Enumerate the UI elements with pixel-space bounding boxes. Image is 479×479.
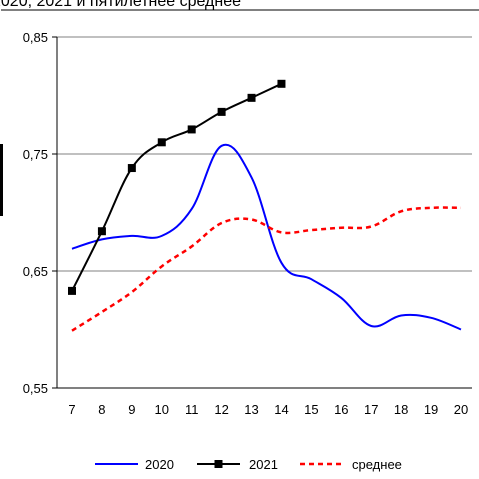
data-point-marker xyxy=(97,227,106,236)
legend-marker xyxy=(214,460,223,468)
legend-label-2021: 2021 xyxy=(249,457,278,472)
left-edge-bar xyxy=(0,144,3,216)
data-point-marker xyxy=(127,164,136,173)
x-tick-label: 9 xyxy=(128,402,135,417)
legend-label-2020: 2020 xyxy=(145,457,174,472)
series-line-2020 xyxy=(71,143,462,331)
x-tick-label: 11 xyxy=(185,402,199,417)
x-tick-label: 20 xyxy=(454,402,468,417)
y-tick-label: 0,55 xyxy=(23,381,48,396)
x-tick-label: 8 xyxy=(98,402,105,417)
data-point-marker xyxy=(187,125,196,134)
y-tick-label: 0,65 xyxy=(23,264,48,279)
legend-label-среднее: среднее xyxy=(352,457,402,472)
x-tick-label: 17 xyxy=(364,402,378,417)
x-tick-label: 19 xyxy=(424,402,438,417)
axes: 0,85 0,75 0,65 0,55 7 8 9 10 11 12 13 14 15 16 17 18 19 2… xyxy=(23,30,472,417)
x-tick-label: 15 xyxy=(304,402,318,417)
data-point-marker xyxy=(247,93,256,102)
data-point-marker xyxy=(277,79,286,88)
x-tick-label: 18 xyxy=(394,402,408,417)
series-line-2021 xyxy=(71,82,282,292)
data-point-marker xyxy=(157,138,166,147)
y-tick-label: 0,85 xyxy=(23,30,48,45)
series-line-среднее xyxy=(71,206,462,332)
x-tick-label: 12 xyxy=(214,402,228,417)
data-point-marker xyxy=(68,286,76,295)
x-tick-label: 16 xyxy=(334,402,348,417)
x-tick-label: 10 xyxy=(155,402,169,417)
data-point-marker xyxy=(217,107,226,116)
y-tick-label: 0,75 xyxy=(23,147,48,162)
gridlines xyxy=(57,36,472,272)
chart-title: 2020, 2021 и пятилетнее среднее xyxy=(0,0,241,10)
x-tick-label: 13 xyxy=(244,402,258,417)
x-tick-label: 14 xyxy=(274,402,288,417)
x-tick-label: 7 xyxy=(68,402,75,417)
legend: 2020 2021 среднее xyxy=(95,457,402,472)
series-lines xyxy=(68,79,462,332)
